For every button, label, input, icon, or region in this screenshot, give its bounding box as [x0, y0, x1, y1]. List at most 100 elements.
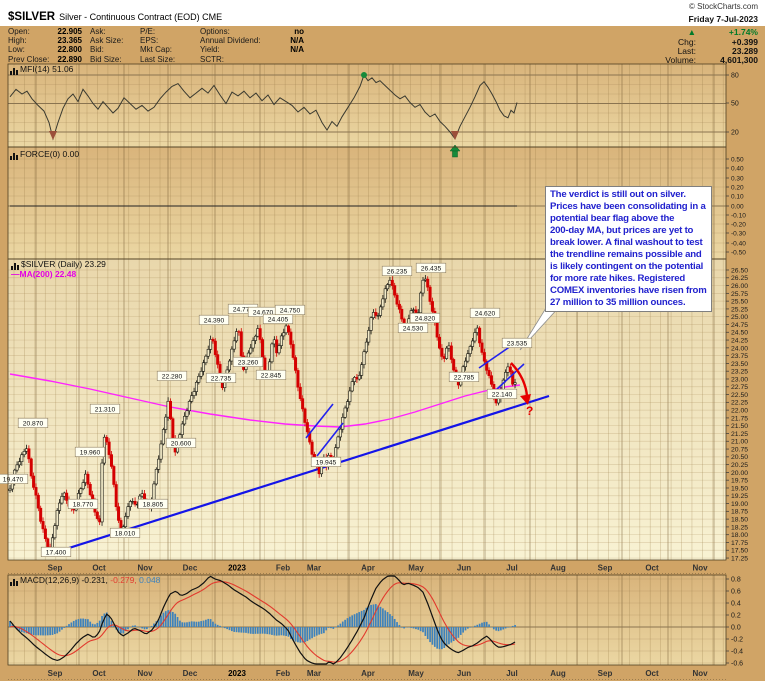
- svg-text:Apr: Apr: [361, 669, 375, 678]
- quote-label: P/E:: [140, 27, 156, 36]
- quote-label: EPS:: [140, 36, 159, 46]
- svg-text:Mar: Mar: [307, 669, 321, 678]
- macd-value-signal: -0.279,: [110, 575, 137, 585]
- stat-value: 4,601,300: [720, 55, 758, 65]
- quote-value: N/A: [290, 45, 304, 55]
- svg-text:23.50: 23.50: [731, 361, 748, 368]
- svg-text:18.010: 18.010: [115, 531, 136, 538]
- quote-label: Ask:: [90, 27, 106, 36]
- main-symbol: $SILVER (Daily): [21, 259, 83, 269]
- svg-text:Oct: Oct: [645, 564, 659, 573]
- svg-text:2023: 2023: [228, 669, 246, 678]
- svg-text:0.30: 0.30: [731, 175, 744, 182]
- indicator-icon: [10, 576, 18, 586]
- svg-text:23.535: 23.535: [507, 341, 528, 348]
- stat-value: +0.399: [731, 37, 758, 47]
- last-row: Last: 23.289: [678, 46, 758, 56]
- force-value: 0.00: [62, 149, 80, 159]
- quote-label: Last Size:: [140, 54, 176, 64]
- svg-text:-0.4: -0.4: [731, 648, 743, 655]
- indicator-icon: [10, 150, 18, 160]
- svg-text:22.25: 22.25: [731, 400, 748, 407]
- svg-text:21.25: 21.25: [731, 431, 748, 438]
- svg-text:Nov: Nov: [692, 564, 708, 573]
- top-bar: $SILVER Silver - Continuous Contract (EOD…: [0, 0, 765, 26]
- svg-text:Oct: Oct: [645, 669, 659, 678]
- quote-column-options: Options: no Annual Dividend: N/A Yield: N/A…: [200, 27, 304, 64]
- main-panel: [9, 373, 550, 556]
- svg-text:0.20: 0.20: [731, 184, 744, 191]
- svg-text:18.25: 18.25: [731, 524, 748, 531]
- macd-name: MACD(12,26,9): [20, 575, 80, 585]
- svg-text:23.75: 23.75: [731, 353, 748, 360]
- svg-text:0.2: 0.2: [731, 612, 741, 619]
- svg-text:21.310: 21.310: [95, 407, 116, 414]
- svg-text:2023: 2023: [228, 564, 246, 573]
- quote-label: Prev Close:: [8, 54, 50, 64]
- svg-text:Sep: Sep: [48, 564, 63, 573]
- month-axis-labels: Sep Oct Nov Dec 2023 Feb Mar Apr May Jun Jul Aug Sep…: [8, 564, 726, 680]
- mfi-name: MFI(14): [20, 64, 50, 74]
- svg-text:26.235: 26.235: [387, 269, 408, 276]
- svg-text:24.750: 24.750: [280, 308, 301, 315]
- svg-text:May: May: [408, 564, 424, 573]
- annotation-note: The verdict is still out on silver. Pric…: [545, 186, 712, 312]
- red-arrow: ?: [510, 362, 533, 418]
- svg-text:21.00: 21.00: [731, 439, 748, 446]
- indicator-icon: [10, 65, 18, 75]
- svg-text:19.945: 19.945: [316, 460, 337, 467]
- quote-label: Open:: [8, 27, 30, 36]
- svg-text:19.00: 19.00: [731, 501, 748, 508]
- ma200-line: [9, 373, 521, 428]
- svg-text:23.260: 23.260: [238, 360, 259, 367]
- svg-text:-0.30: -0.30: [731, 230, 746, 237]
- svg-text:24.405: 24.405: [268, 317, 289, 324]
- ma200-legend: —MA(200) 22.48: [11, 268, 106, 280]
- svg-text:Jun: Jun: [457, 669, 471, 678]
- quote-label: High:: [8, 36, 27, 46]
- ma-name: MA(200): [19, 268, 53, 279]
- svg-text:24.620: 24.620: [475, 311, 496, 318]
- macd-panel: [9, 575, 516, 665]
- svg-text:24.00: 24.00: [731, 345, 748, 352]
- svg-text:17.75: 17.75: [731, 540, 748, 547]
- svg-text:25.50: 25.50: [731, 299, 748, 306]
- symbol: $SILVER: [8, 11, 56, 23]
- macd-value-hist: 0.048: [139, 575, 161, 585]
- change-row: Chg: +0.399: [678, 37, 758, 47]
- svg-text:18.00: 18.00: [731, 532, 748, 539]
- svg-text:22.785: 22.785: [454, 375, 475, 382]
- volume-row: Volume: 4,601,300: [665, 55, 758, 65]
- svg-text:Feb: Feb: [276, 669, 290, 678]
- svg-text:0.00: 0.00: [731, 203, 744, 210]
- svg-text:Sep: Sep: [48, 669, 63, 678]
- svg-text:17.25: 17.25: [731, 555, 748, 562]
- svg-text:0.8: 0.8: [731, 576, 741, 583]
- svg-text:Feb: Feb: [276, 564, 290, 573]
- force-name: FORCE(0): [20, 149, 61, 159]
- quote-label: SCTR:: [200, 54, 224, 64]
- svg-text:20.600: 20.600: [171, 441, 192, 448]
- svg-text:0.40: 0.40: [731, 165, 744, 172]
- quote-column-fundamentals: P/E: EPS: Mkt Cap: Last Size:: [140, 27, 190, 64]
- svg-text:Oct: Oct: [92, 669, 106, 678]
- svg-text:18.75: 18.75: [731, 509, 748, 516]
- svg-text:25.00: 25.00: [731, 314, 748, 321]
- svg-text:Sep: Sep: [598, 564, 613, 573]
- quote-label: Ask Size:: [90, 36, 124, 46]
- svg-text:18.770: 18.770: [73, 502, 94, 509]
- stat-label: Last:: [677, 46, 696, 56]
- svg-text:Mar: Mar: [307, 564, 321, 573]
- svg-text:22.735: 22.735: [211, 376, 232, 383]
- svg-text:19.75: 19.75: [731, 478, 748, 485]
- quote-value: 22.905: [57, 27, 82, 36]
- svg-text:Nov: Nov: [692, 669, 708, 678]
- svg-text:Dec: Dec: [183, 564, 198, 573]
- svg-text:Sep: Sep: [598, 669, 613, 678]
- copyright: © StockCharts.com: [688, 2, 758, 11]
- question-mark: ?: [526, 404, 533, 418]
- svg-text:Dec: Dec: [183, 669, 198, 678]
- svg-text:26.435: 26.435: [421, 266, 442, 273]
- svg-text:17.50: 17.50: [731, 548, 748, 555]
- quote-column-bid-ask: Ask: Ask Size: Bid: Bid Size:: [90, 27, 140, 64]
